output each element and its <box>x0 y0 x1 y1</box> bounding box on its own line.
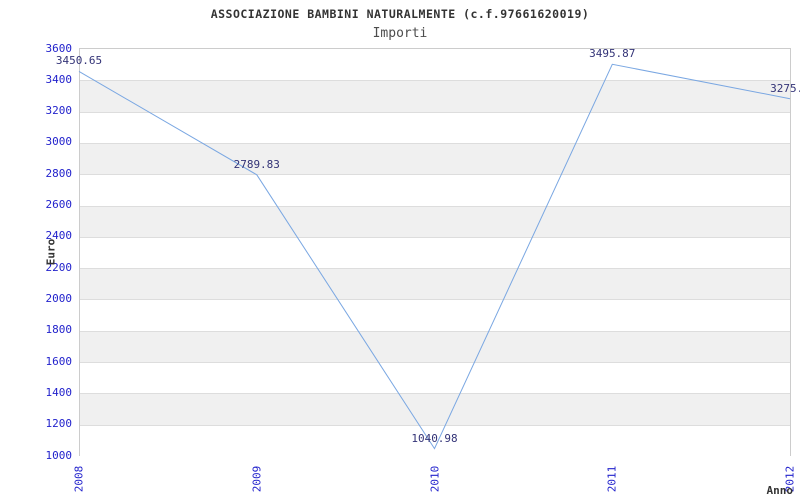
gridline <box>80 236 790 238</box>
y-axis-title: Euro <box>44 238 58 265</box>
data-point-label: 3450.65 <box>55 54 103 68</box>
y-tick-label: 2000 <box>45 291 73 305</box>
plot-band <box>80 205 790 237</box>
plot-band <box>80 80 790 112</box>
gridline <box>80 174 790 176</box>
data-point-label: 1040.98 <box>411 431 458 445</box>
y-tick-label: 3600 <box>45 41 73 55</box>
chart-subtitle: Importi <box>372 26 428 41</box>
plot-band <box>80 268 790 300</box>
plot-band <box>80 142 790 175</box>
y-tick-label: 3200 <box>45 104 73 118</box>
y-tick-label: 1400 <box>45 385 73 399</box>
y-tick-label: 1600 <box>45 354 73 368</box>
plot-band <box>80 49 790 81</box>
y-tick-label: 3000 <box>45 135 73 149</box>
plot-band <box>80 299 790 331</box>
y-tick-label: 2400 <box>45 229 73 243</box>
data-point-label: 3275.8 <box>770 81 800 95</box>
plot-band <box>80 111 790 143</box>
y-tick-label: 2200 <box>45 260 73 274</box>
x-tick-label: 2008 <box>72 465 86 493</box>
y-tick-label: 1200 <box>45 417 73 431</box>
plot-band <box>80 362 790 394</box>
plot-band <box>80 393 790 425</box>
x-axis-title: Anno <box>766 484 794 497</box>
gridline <box>80 299 790 301</box>
gridline <box>80 142 790 144</box>
gridline <box>80 393 790 395</box>
y-tick-label: 1800 <box>45 323 73 337</box>
plot-band <box>80 174 790 206</box>
data-point-label: 3495.87 <box>589 47 636 61</box>
plot-band <box>80 236 790 269</box>
gridline <box>80 268 790 270</box>
y-tick-label: 2600 <box>45 198 73 212</box>
plot-area <box>79 48 791 456</box>
x-tick-label: 2009 <box>250 465 264 493</box>
gridline <box>80 205 790 207</box>
plot-band <box>80 330 790 363</box>
chart-title: ASSOCIAZIONE BAMBINI NATURALMENTE (c.f.9… <box>210 7 590 21</box>
y-tick-label: 1000 <box>45 448 73 462</box>
gridline <box>80 111 790 113</box>
gridline <box>80 424 790 426</box>
gridline <box>80 362 790 364</box>
x-tick-label: 2010 <box>428 465 441 493</box>
data-point-label: 2789.83 <box>233 157 280 171</box>
gridline <box>80 80 790 82</box>
x-tick-label: 2011 <box>605 465 619 493</box>
y-tick-label: 2800 <box>45 166 73 180</box>
gridline <box>80 330 790 332</box>
y-tick-label: 3400 <box>45 72 73 86</box>
